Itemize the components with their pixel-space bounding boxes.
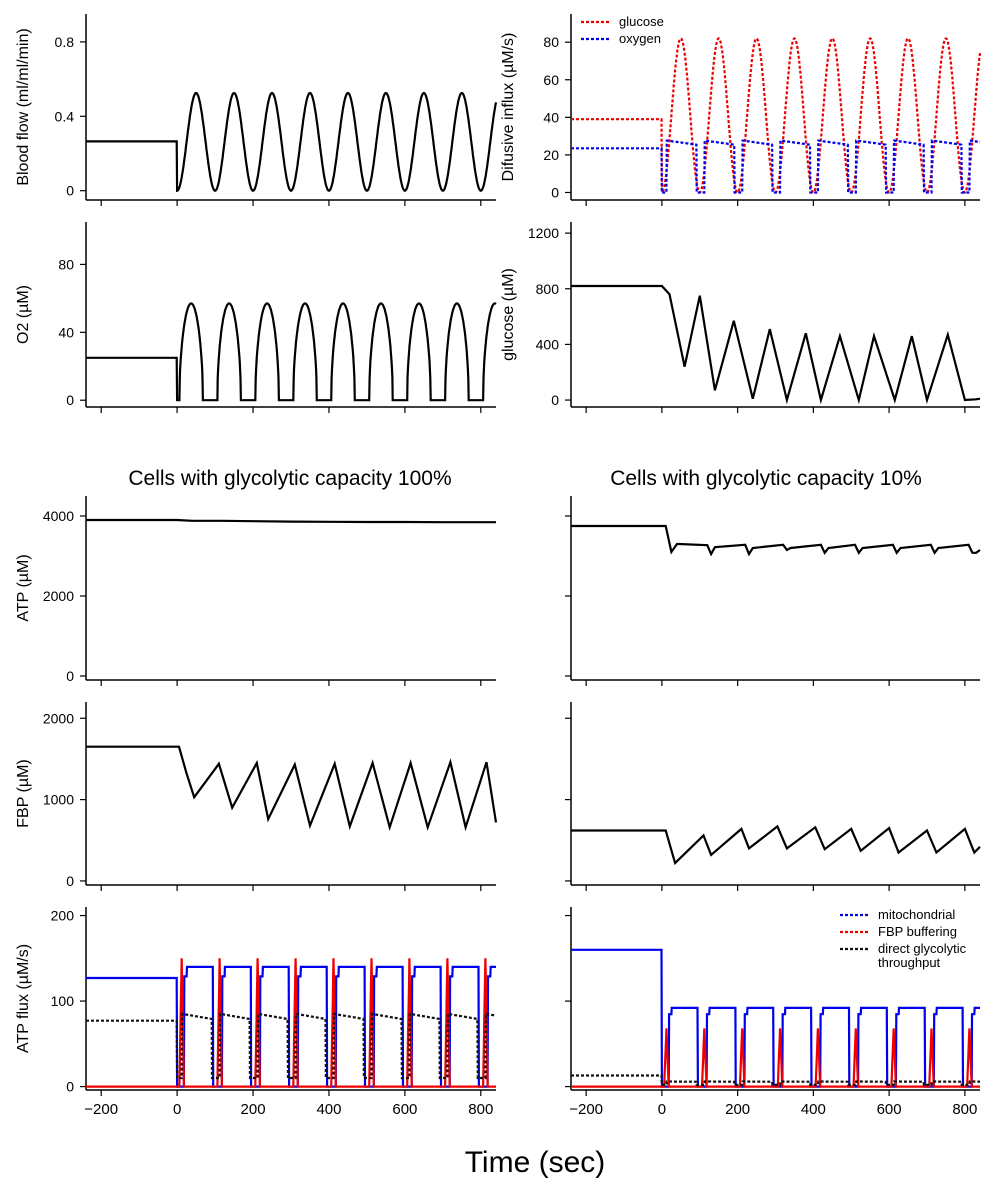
y-tick-label: 0 [551, 392, 559, 408]
series-line-FBP-buffering [86, 958, 496, 1088]
x-tick-label: 800 [468, 1101, 493, 1118]
x-tick-label: −200 [569, 1101, 603, 1118]
series-line-mitochondrial [571, 948, 980, 1088]
series-line-FBP-buffering [571, 1028, 980, 1088]
x-tick-label: 600 [877, 1101, 902, 1118]
series-line-direct-glycolytic-throughput [571, 1074, 980, 1086]
y-tick-label: 0 [66, 668, 74, 684]
y-axis-label: Difusive influx (µM/s) [500, 33, 517, 182]
series-line-0 [571, 284, 981, 405]
y-tick-label: 0.4 [55, 108, 75, 124]
panel-fbp-10 [565, 702, 981, 891]
x-tick-label: 600 [392, 1101, 417, 1118]
y-tick-label: 60 [543, 72, 559, 88]
y-tick-label: 40 [543, 109, 559, 125]
x-tick-label: 200 [241, 1101, 266, 1118]
panel-atp-flux-100: 0 100 200 −200 0 200 400 600 800 ATP flux (µM/s) [15, 907, 496, 1118]
series-line-0 [86, 745, 498, 832]
legend-label: throughput [878, 955, 941, 970]
y-tick-label: 0 [66, 873, 74, 889]
panel-glucose: 0 400 800 1200 glucose (µM) [500, 222, 981, 413]
y-tick-label: 4000 [43, 508, 74, 524]
x-tick-label: 0 [173, 1101, 181, 1118]
y-tick-label: 2000 [43, 710, 74, 726]
y-tick-label: 0 [66, 183, 74, 199]
panels: 0 0.4 0.8 Blood flow (ml/ml/min) 0 20 40 60 80 Di… [15, 14, 982, 1118]
series-line-mitochondrial [86, 965, 496, 1088]
y-tick-label: 40 [58, 324, 74, 340]
x-tick-label: 400 [801, 1101, 826, 1118]
y-tick-label: 0 [551, 184, 559, 200]
panel-atp-100: 0 2000 4000 ATP (µM) [15, 496, 496, 686]
x-tick-label: 0 [658, 1101, 666, 1118]
y-tick-label: 0 [66, 392, 74, 408]
x-tick-label: −200 [84, 1101, 118, 1118]
col-title-left: Cells with glycolytic capacity 100% [128, 467, 451, 490]
series-line-0 [86, 302, 497, 402]
x-tick-label: 800 [952, 1101, 977, 1118]
x-tick-label: 400 [316, 1101, 341, 1118]
y-tick-label: 1200 [528, 225, 559, 241]
legend-label: FBP buffering [878, 924, 957, 939]
y-tick-label: 2000 [43, 588, 74, 604]
series-line-glucose [571, 37, 982, 195]
y-tick-label: 80 [58, 256, 74, 272]
y-tick-label: 0.8 [55, 34, 75, 50]
y-axis-label: Blood flow (ml/ml/min) [15, 28, 32, 185]
y-tick-label: 200 [51, 908, 75, 924]
y-axis-label: glucose (µM) [500, 268, 517, 361]
series-line-oxygen [571, 139, 981, 194]
y-axis-label: ATP (µM) [15, 554, 32, 621]
y-axis-label: FBP (µM) [15, 759, 32, 827]
panel-diffusive-influx: 0 20 40 60 80 Difusive influx (µM/s) glucose ox… [500, 14, 982, 206]
series-line-0 [571, 824, 981, 866]
panel-atp-flux-10: −200 0 200 400 600 800 mitochondrial FBP buffer… [565, 907, 980, 1118]
y-tick-label: 400 [536, 336, 560, 352]
panel-atp-10 [565, 496, 981, 686]
x-tick-label: 200 [725, 1101, 750, 1118]
col-title-right: Cells with glycolytic capacity 10% [610, 467, 922, 490]
series-line-0 [86, 91, 498, 193]
y-tick-label: 1000 [43, 792, 74, 808]
legend-label: oxygen [619, 31, 661, 46]
y-tick-label: 0 [66, 1079, 74, 1095]
y-tick-label: 20 [543, 147, 559, 163]
y-axis-label: O2 (µM) [15, 285, 32, 344]
series-line-0 [571, 524, 981, 557]
panel-fbp-100: 0 1000 2000 FBP (µM) [15, 702, 498, 891]
x-axis-label: Time (sec) [465, 1146, 606, 1179]
legend-label: glucose [619, 14, 664, 29]
y-tick-label: 800 [536, 281, 560, 297]
panel-o2: 0 40 80 O2 (µM) [15, 222, 497, 413]
panel-blood-flow: 0 0.4 0.8 Blood flow (ml/ml/min) [15, 14, 498, 206]
legend-label: direct glycolytic [878, 941, 967, 956]
y-axis-label: ATP flux (µM/s) [15, 944, 32, 1053]
legend-label: mitochondrial [878, 907, 955, 922]
series-line-0 [86, 518, 496, 524]
y-tick-label: 100 [51, 993, 75, 1009]
series-line-direct-glycolytic-throughput [86, 1012, 496, 1080]
y-tick-label: 80 [543, 34, 559, 50]
